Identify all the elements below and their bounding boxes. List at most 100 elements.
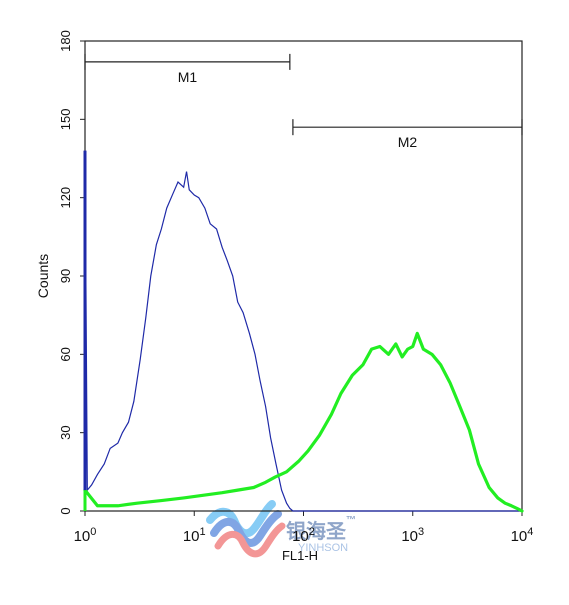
series-green-point — [286, 471, 287, 472]
series-green-point — [516, 508, 517, 509]
series-green-point — [298, 461, 299, 462]
series-green-point — [402, 356, 403, 357]
brand-trademark: ™ — [346, 515, 356, 526]
series-green-point — [395, 343, 396, 344]
y-tick-label: 30 — [58, 425, 73, 439]
series-green-point — [275, 476, 276, 477]
series-green-point — [307, 450, 308, 451]
series-blue-point — [189, 189, 190, 190]
y-tick-label: 180 — [58, 30, 73, 52]
series-green-point — [412, 346, 413, 347]
series-blue-point — [172, 194, 173, 195]
series-green-point — [97, 505, 98, 506]
series-blue-point — [265, 406, 266, 407]
series-blue-point — [270, 437, 271, 438]
series-green-point — [521, 510, 522, 511]
y-tick-label: 120 — [58, 187, 73, 209]
series-blue-point — [117, 443, 118, 444]
series-green-point — [202, 495, 203, 496]
series-blue-point — [97, 474, 98, 475]
x-tick-base: 10 — [292, 528, 309, 545]
series-green-point — [478, 463, 479, 464]
series-blue-point — [156, 244, 157, 245]
x-tick-exponent: 4 — [527, 526, 533, 538]
series-blue-point — [210, 223, 211, 224]
series-blue-point — [194, 194, 195, 195]
x-tick-label: 103 — [401, 526, 424, 545]
series-blue-point — [104, 463, 105, 464]
series-blue-point — [298, 510, 299, 511]
series-green-histogram — [83, 331, 524, 513]
series-blue-point — [412, 510, 413, 511]
x-tick-base: 10 — [183, 528, 200, 545]
series-blue-point — [292, 510, 293, 511]
series-blue-point — [249, 333, 250, 334]
brand-logo-icon — [206, 500, 286, 558]
x-tick-label: 102 — [292, 526, 315, 545]
series-green-point — [222, 492, 223, 493]
series-blue-point — [198, 197, 199, 198]
x-tick-exponent: 3 — [418, 526, 424, 538]
y-tick-label: 150 — [58, 108, 73, 130]
series-green-point — [362, 364, 363, 365]
series-green-point — [450, 382, 451, 383]
series-blue-point — [275, 463, 276, 464]
series-green-point — [497, 497, 498, 498]
series-blue-point — [281, 490, 282, 491]
series-green-point — [340, 393, 341, 394]
y-tick-label: 0 — [58, 507, 73, 514]
series-blue-point — [150, 275, 151, 276]
series-green-point — [265, 482, 266, 483]
x-tick-base: 10 — [401, 528, 418, 545]
series-blue-point — [336, 510, 337, 511]
series-green-point — [352, 375, 353, 376]
brand-chinese-name: 银海圣 — [286, 519, 347, 543]
series-blue-point — [227, 260, 228, 261]
series-blue-point — [133, 401, 134, 402]
series-green-point — [237, 490, 238, 491]
series-blue-point — [303, 510, 304, 511]
y-tick-label: 90 — [58, 269, 73, 283]
series-blue-point — [91, 484, 92, 485]
x-tick-label: 100 — [74, 526, 97, 545]
brand-english-name: YINHSON — [298, 542, 348, 554]
series-blue-point — [177, 181, 178, 182]
series-green-point — [407, 349, 408, 350]
series-green-point — [117, 505, 118, 506]
x-tick-exponent: 2 — [309, 526, 315, 538]
series-blue-point — [145, 317, 146, 318]
x-tick-base: 10 — [511, 528, 528, 545]
series-blue-point — [128, 422, 129, 423]
series-blue-histogram — [84, 150, 522, 512]
series-green-point — [504, 503, 505, 504]
x-tick-base: 10 — [74, 528, 91, 545]
series-green-point — [431, 354, 432, 355]
x-tick-label: 101 — [183, 526, 206, 545]
series-blue-point — [204, 208, 205, 209]
series-blue-point — [183, 187, 184, 188]
series-blue-point — [140, 359, 141, 360]
series-green-point — [137, 503, 138, 504]
series-green-point — [417, 333, 418, 334]
series-green-point — [379, 346, 380, 347]
series-blue-point — [216, 228, 217, 229]
y-axis-label: Counts — [35, 254, 51, 298]
series-green-point — [253, 487, 254, 488]
series-blue-point — [186, 171, 187, 172]
series-blue-point — [289, 508, 290, 509]
series-green-point — [183, 497, 184, 498]
series-green-point — [331, 414, 332, 415]
series-green-point — [388, 354, 389, 355]
series-green-point — [371, 349, 372, 350]
series-green-point — [511, 505, 512, 506]
brand-watermark: 银海圣 ™ YINHSON — [206, 500, 356, 558]
series-green-point — [489, 487, 490, 488]
series-green-point — [161, 500, 162, 501]
marker-m1-label: M1 — [178, 69, 198, 85]
series-blue-point — [237, 302, 238, 303]
series-green-point — [440, 364, 441, 365]
series-blue-point — [166, 208, 167, 209]
x-axis-label: FL1-H — [282, 548, 318, 563]
